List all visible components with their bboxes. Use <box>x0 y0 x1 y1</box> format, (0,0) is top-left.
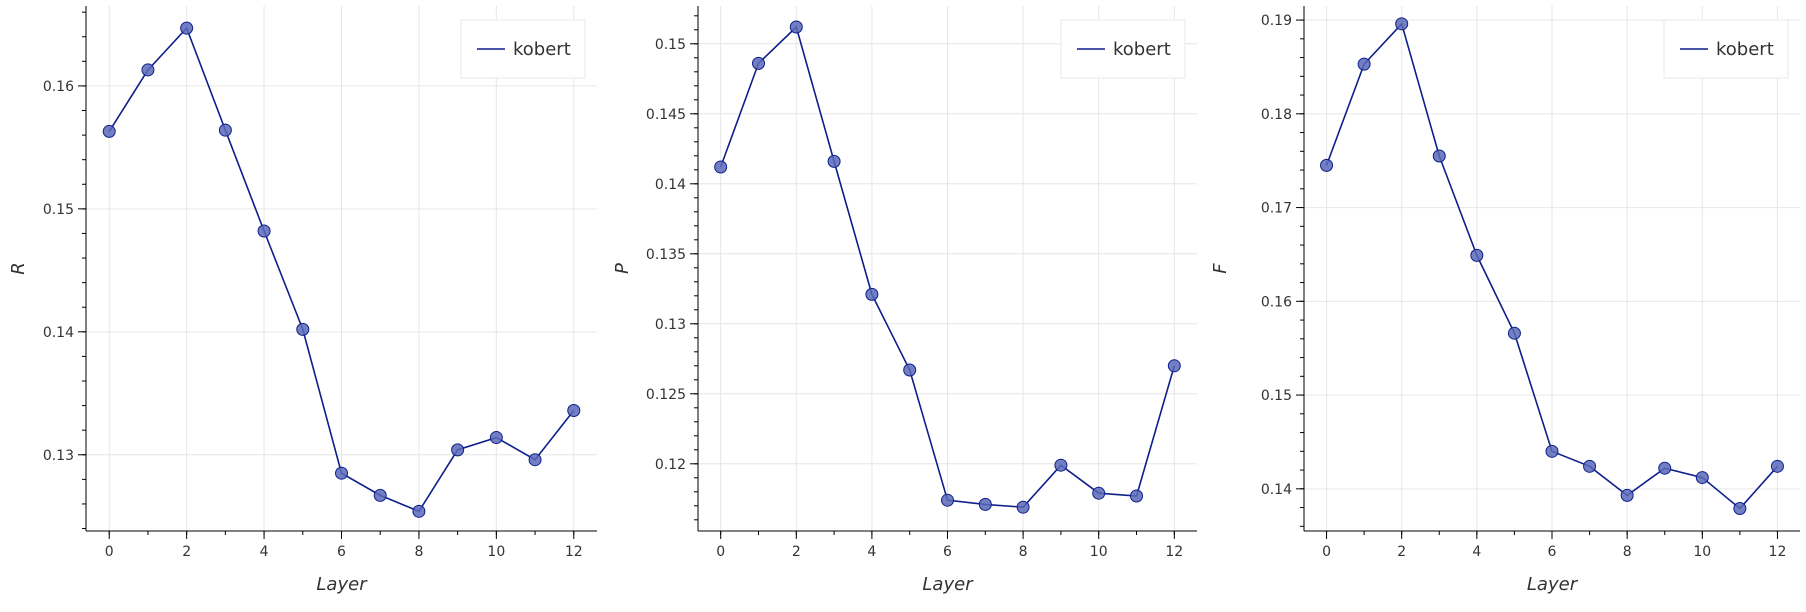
y-axis-label: R <box>8 262 29 275</box>
data-point <box>335 466 348 480</box>
data-point <box>978 497 992 511</box>
data-point <box>1054 458 1068 472</box>
data-point <box>1770 459 1784 473</box>
data-point <box>1432 149 1446 163</box>
y-tick-label: 0.14 <box>43 325 74 341</box>
x-tick-label: 2 <box>792 544 801 560</box>
x-tick-label: 4 <box>867 544 876 560</box>
y-axis-label: P <box>612 263 633 274</box>
data-point <box>1092 486 1106 500</box>
data-point <box>412 504 426 518</box>
data-point <box>1357 57 1371 71</box>
legend-label: kobert <box>1113 39 1171 60</box>
data-point <box>714 160 728 174</box>
x-tick-label: 0 <box>1322 544 1331 560</box>
grid <box>86 6 597 531</box>
data-point <box>528 453 542 467</box>
x-tick-label: 0 <box>716 544 725 560</box>
x-tick-label: 10 <box>487 544 505 560</box>
y-tick-label: 0.14 <box>655 177 686 193</box>
y-tick-label: 0.15 <box>43 202 74 218</box>
legend: kobert <box>1663 19 1789 79</box>
x-tick-label: 8 <box>1019 544 1028 560</box>
x-tick-label: 4 <box>1472 544 1481 560</box>
y-tick-label: 0.14 <box>1261 482 1292 498</box>
legend-label: kobert <box>1716 39 1774 60</box>
x-tick-label: 10 <box>1693 544 1711 560</box>
data-point <box>180 21 194 35</box>
x-tick-label: 6 <box>1548 544 1557 560</box>
y-axis-label: F <box>1210 263 1231 274</box>
x-tick-label: 6 <box>943 544 952 560</box>
y-tick-label: 0.16 <box>1261 294 1292 310</box>
data-point <box>1470 248 1484 262</box>
data-point <box>751 56 765 70</box>
x-tick-label: 8 <box>1623 544 1632 560</box>
data-point <box>789 20 803 34</box>
y-tick-label: 0.15 <box>655 37 686 53</box>
data-point <box>102 124 116 138</box>
x-tick-label: 12 <box>565 544 583 560</box>
x-tick-label: 0 <box>105 544 114 560</box>
x-tick-label: 2 <box>1397 544 1406 560</box>
data-point <box>1658 461 1672 475</box>
data-point <box>865 287 879 301</box>
chart-P-panel: 0 2 4 6 8 10 12 0.12 0.125 0.13 0.135 0.14 0.145 0.15… <box>612 6 1197 595</box>
x-tick-label: 12 <box>1769 544 1787 560</box>
x-tick-label: 6 <box>337 544 346 560</box>
y-tick-label: 0.17 <box>1261 201 1292 217</box>
data-point <box>296 322 310 336</box>
x-axis-label: Layer <box>1527 574 1579 595</box>
y-tick-label: 0.135 <box>646 247 686 263</box>
y-tick-label: 0.19 <box>1261 13 1292 29</box>
y-tick-label: 0.18 <box>1261 107 1292 123</box>
grid <box>698 6 1197 531</box>
x-tick-label: 2 <box>182 544 191 560</box>
y-tick-label: 0.13 <box>655 317 686 333</box>
data-point <box>1130 489 1144 503</box>
x-tick-label: 10 <box>1090 544 1108 560</box>
y-tick-label: 0.12 <box>655 457 686 473</box>
legend: kobert <box>460 19 586 79</box>
data-point <box>827 154 841 168</box>
data-point <box>1583 459 1597 473</box>
x-axis-label: Layer <box>922 574 974 595</box>
data-point <box>373 488 387 502</box>
data-point <box>941 493 954 507</box>
data-point <box>1320 158 1334 172</box>
y-tick-label: 0.16 <box>43 79 74 95</box>
data-point <box>1167 359 1181 373</box>
x-tick-label: 4 <box>260 544 269 560</box>
data-point <box>1507 326 1521 340</box>
chart-F-panel: 0 2 4 6 8 10 12 0.14 0.15 0.16 0.17 0.18 0.19 Layer Fk… <box>1210 6 1800 595</box>
data-point <box>1395 17 1409 31</box>
x-tick-label: 8 <box>414 544 423 560</box>
data-point <box>1016 500 1030 514</box>
data-point <box>1620 488 1634 502</box>
y-tick-label: 0.125 <box>646 387 686 403</box>
data-point <box>218 123 232 137</box>
data-point <box>1695 471 1709 485</box>
data-point <box>567 404 581 418</box>
data-point <box>257 224 271 238</box>
data-point <box>489 431 503 445</box>
y-tick-label: 0.145 <box>646 107 686 123</box>
legend-label: kobert <box>513 39 571 60</box>
data-point <box>141 63 155 77</box>
legend: kobert <box>1060 19 1186 79</box>
data-point <box>903 363 917 377</box>
data-point <box>1545 444 1559 458</box>
y-tick-label: 0.13 <box>43 448 74 464</box>
x-tick-label: 12 <box>1165 544 1183 560</box>
y-tick-label: 0.15 <box>1261 388 1292 404</box>
x-axis-label: Layer <box>316 574 368 595</box>
data-point <box>1733 502 1747 515</box>
data-point <box>451 443 465 457</box>
